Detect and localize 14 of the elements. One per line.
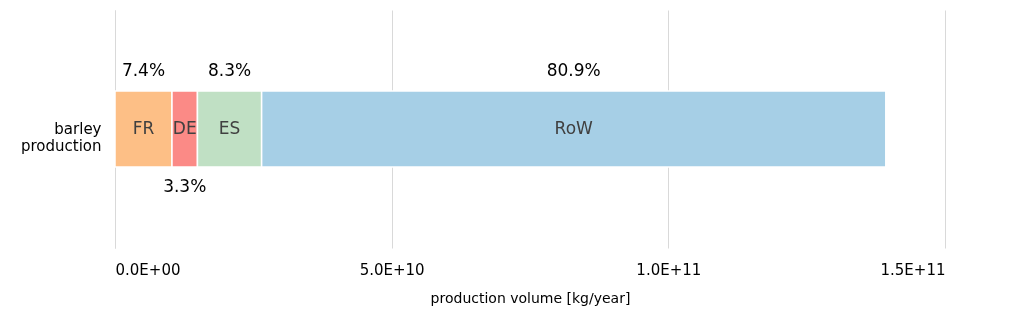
series-label: FR bbox=[132, 118, 155, 138]
x-tick-label: 5.0E+10 bbox=[359, 260, 425, 279]
text: 3.3% bbox=[163, 176, 207, 196]
text: 80.9% bbox=[546, 60, 601, 80]
series-label: ES bbox=[218, 118, 241, 138]
x-tick-label: 0.0E+00 bbox=[115, 260, 181, 279]
x-tick-label: 1.5E+11 bbox=[880, 260, 946, 279]
text: 8.3% bbox=[207, 60, 252, 80]
x-axis-title: production volume [kg/year] bbox=[430, 289, 631, 306]
y-tick-label: barley production bbox=[20, 120, 102, 155]
text: 7.4% bbox=[121, 60, 166, 80]
x-tick-label: 1.0E+11 bbox=[636, 260, 702, 279]
series-label: DE bbox=[172, 118, 197, 138]
series-label: RoW bbox=[554, 118, 594, 138]
